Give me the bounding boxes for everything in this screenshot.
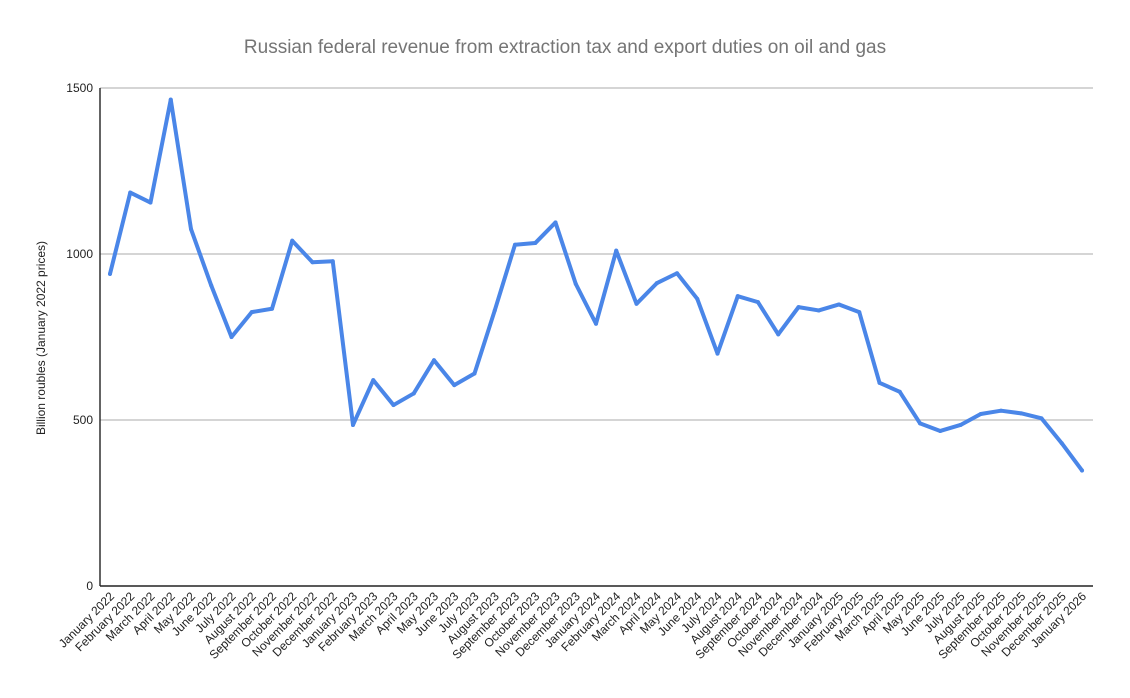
series-line bbox=[108, 97, 1084, 473]
data-point bbox=[1039, 416, 1044, 421]
data-point bbox=[128, 190, 133, 195]
data-point bbox=[756, 300, 760, 305]
data-point bbox=[148, 200, 153, 205]
y-tick-label: 0 bbox=[86, 579, 93, 593]
data-point bbox=[371, 378, 376, 383]
y-axis-ticks: 0 500 1000 1500 bbox=[66, 81, 93, 593]
data-point bbox=[290, 238, 295, 243]
gridlines bbox=[100, 87, 1093, 421]
data-point bbox=[330, 259, 335, 264]
series-layer bbox=[108, 97, 1084, 473]
data-point bbox=[614, 248, 619, 253]
data-point bbox=[837, 302, 841, 307]
data-point bbox=[978, 412, 983, 417]
data-point bbox=[999, 408, 1003, 413]
data-point bbox=[918, 421, 922, 426]
data-point bbox=[351, 422, 355, 427]
data-point bbox=[270, 306, 274, 311]
data-point bbox=[472, 371, 477, 376]
data-point bbox=[249, 310, 254, 315]
data-point bbox=[310, 260, 315, 265]
data-point bbox=[776, 332, 781, 337]
data-point bbox=[492, 308, 497, 313]
data-point bbox=[695, 296, 700, 301]
data-point bbox=[1080, 468, 1084, 473]
data-point bbox=[816, 308, 821, 313]
data-point bbox=[229, 335, 234, 339]
data-point bbox=[573, 281, 578, 286]
data-point bbox=[675, 271, 679, 276]
data-point bbox=[533, 241, 538, 246]
data-point bbox=[108, 271, 112, 276]
data-point bbox=[796, 305, 801, 310]
data-point bbox=[391, 403, 396, 408]
data-point bbox=[735, 294, 740, 299]
data-point bbox=[857, 310, 862, 315]
data-point bbox=[654, 281, 659, 286]
y-tick-label: 500 bbox=[73, 413, 93, 427]
data-point bbox=[513, 242, 517, 247]
data-point bbox=[938, 428, 943, 433]
y-tick-label: 1000 bbox=[66, 247, 93, 261]
data-point bbox=[1019, 411, 1024, 416]
y-axis-label: Billion roubles (January 2022 prices) bbox=[34, 241, 48, 435]
data-point bbox=[897, 389, 902, 394]
axes bbox=[99, 88, 1093, 587]
data-point bbox=[432, 358, 436, 363]
data-point bbox=[411, 391, 416, 396]
data-point bbox=[877, 380, 882, 385]
data-point bbox=[1059, 441, 1064, 446]
data-point bbox=[958, 422, 963, 427]
data-point bbox=[189, 227, 193, 232]
chart-title: Russian federal revenue from extraction … bbox=[244, 37, 886, 58]
data-point bbox=[715, 351, 720, 356]
data-point bbox=[452, 383, 457, 388]
data-point bbox=[209, 283, 214, 288]
data-point bbox=[553, 220, 558, 225]
y-tick-label: 1500 bbox=[66, 81, 93, 95]
data-point bbox=[594, 321, 598, 326]
data-point bbox=[634, 301, 639, 306]
data-point bbox=[168, 97, 173, 102]
